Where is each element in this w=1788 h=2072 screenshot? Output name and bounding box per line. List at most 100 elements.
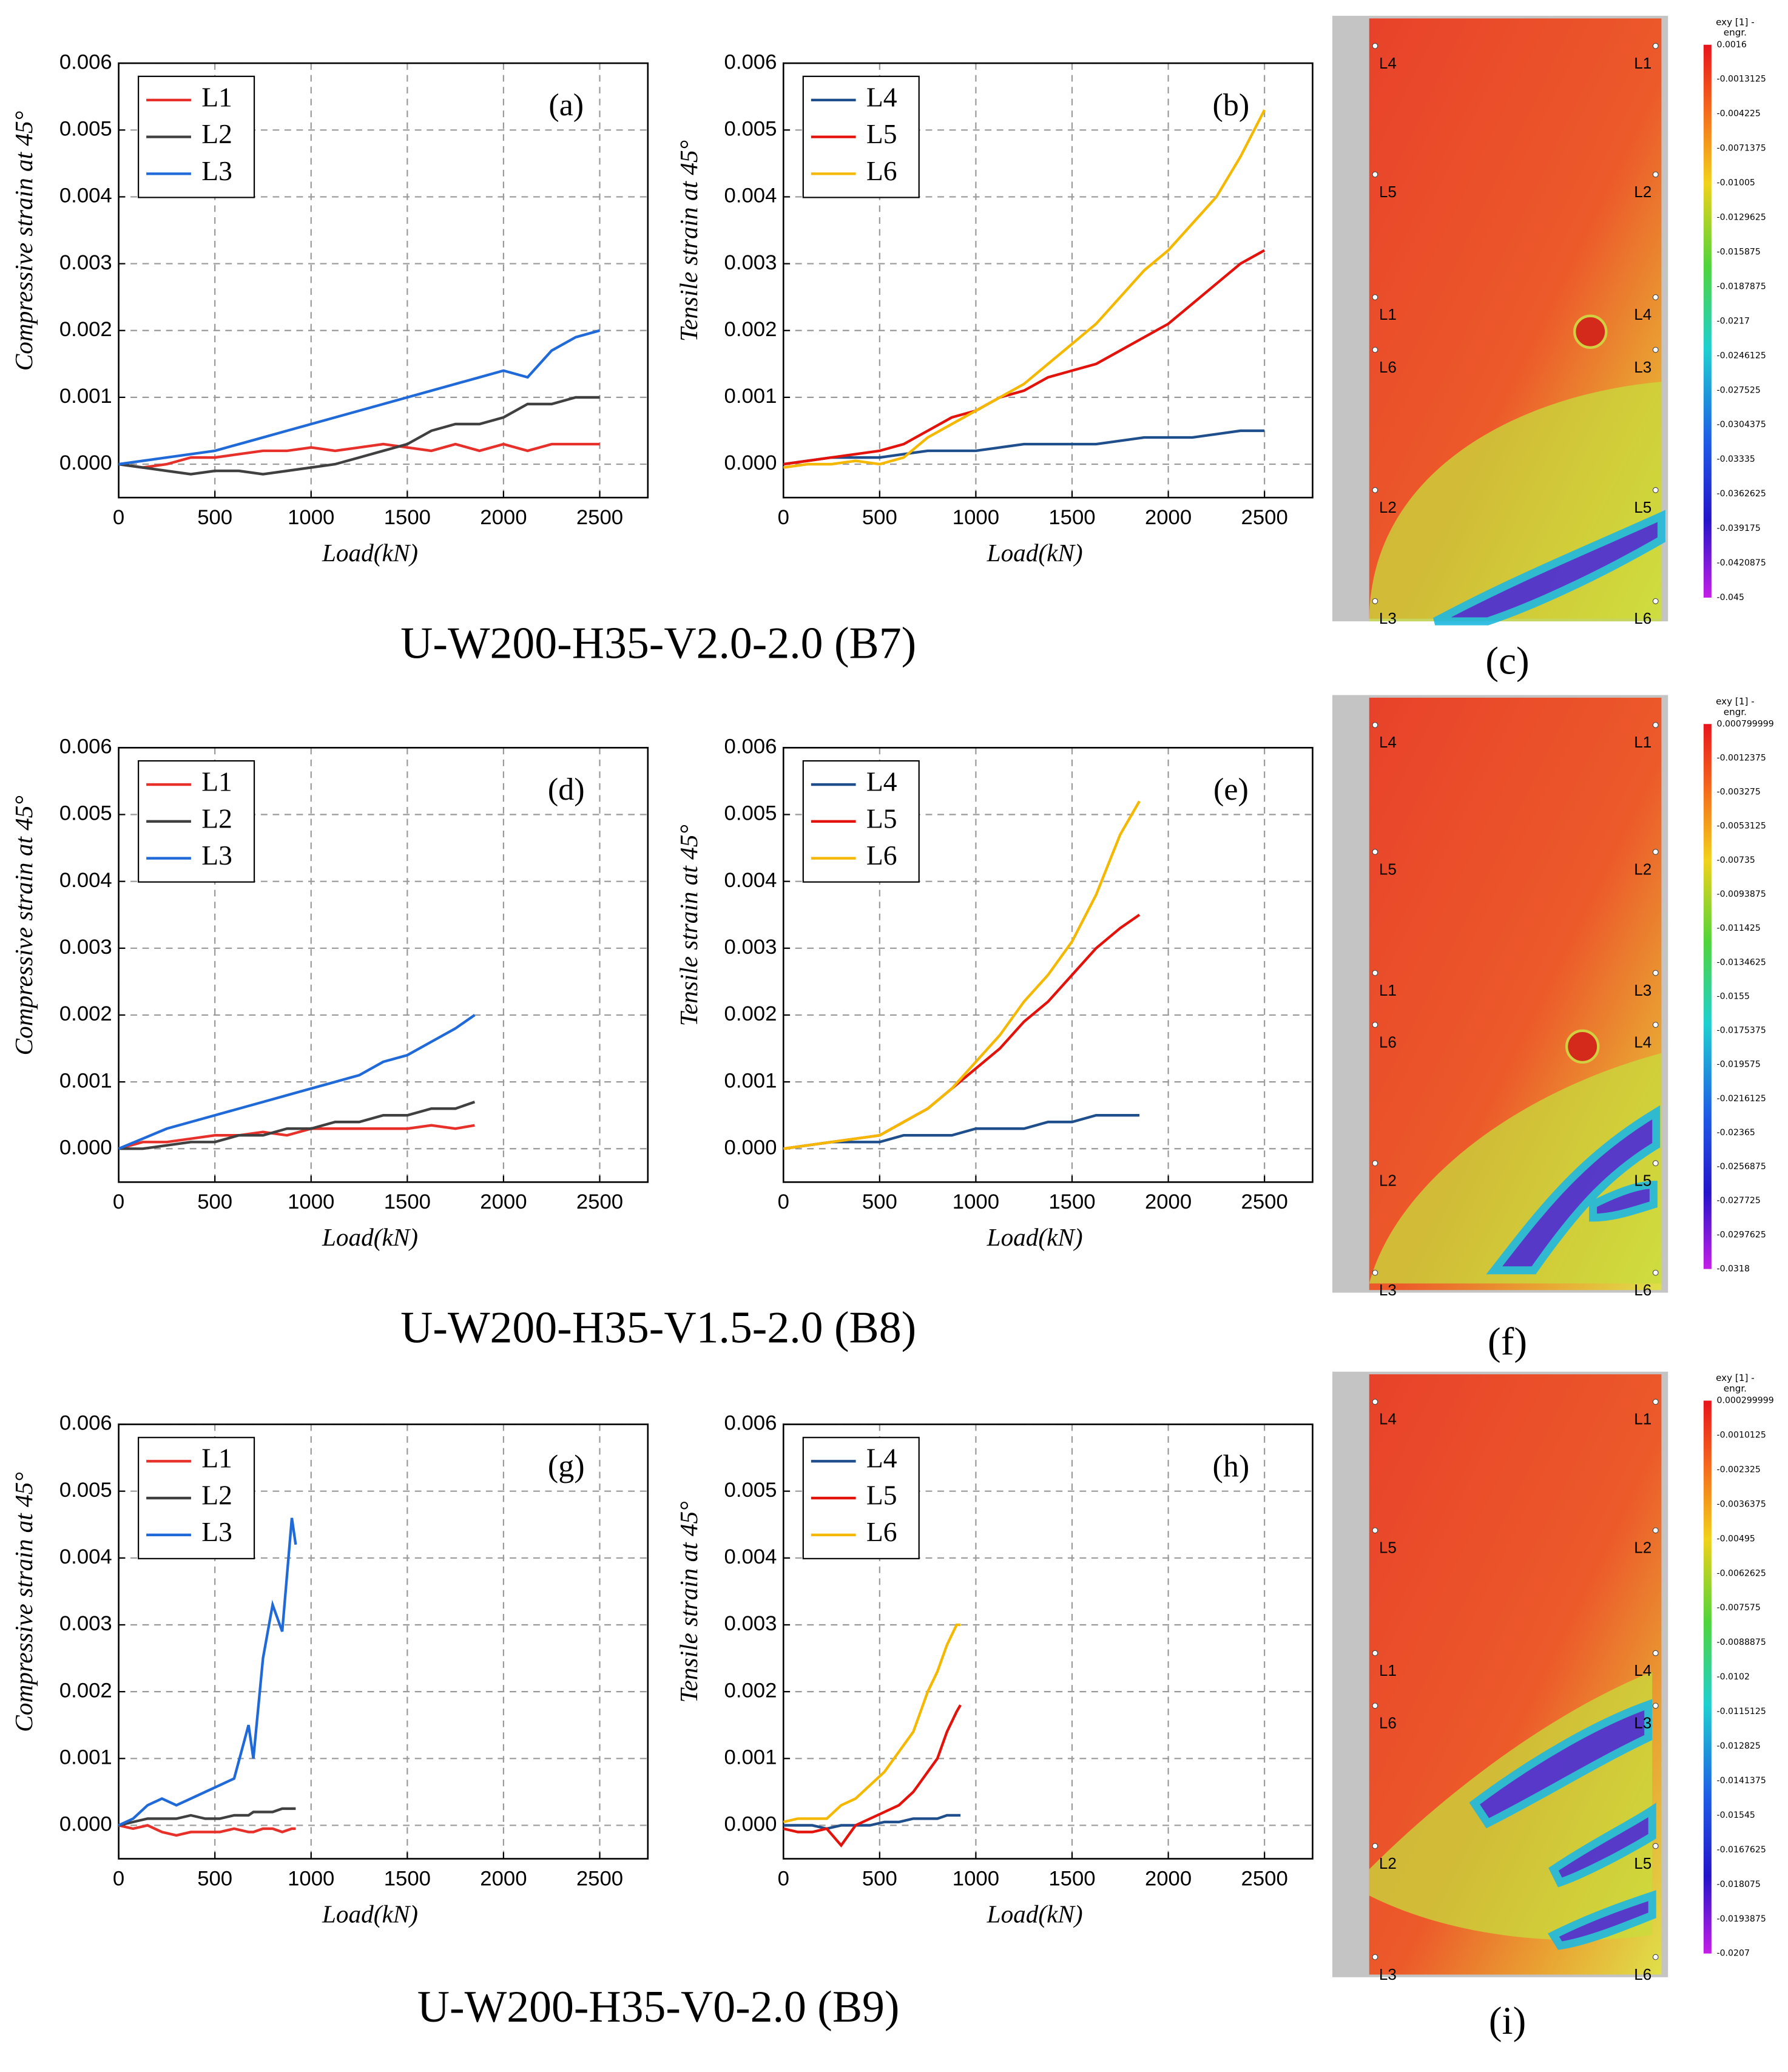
series-line [783,109,1266,469]
x-tick-label: 1500 [384,1190,431,1213]
x-tick-label: 1000 [953,1190,999,1213]
plot-frame [782,1423,1314,1860]
y-tick-label: 0.005 [59,117,112,140]
gauge-label: L2 [1634,183,1651,201]
y-tick-label: 0.000 [59,1136,112,1159]
gauge-label: L6 [1379,1033,1397,1051]
x-tick-label: 1500 [384,1867,431,1890]
colorbar-title: engr. [1724,706,1747,717]
legend-label: L5 [866,1479,897,1510]
legend-label: L6 [866,155,897,186]
gauge-label: L1 [1379,305,1397,323]
colorbar-tick-label: -0.0013125 [1717,75,1766,84]
y-tick-label: 0.002 [59,1002,112,1025]
colorbar-tick-label: -0.01005 [1717,178,1755,188]
y-tick-label: 0.004 [724,184,777,208]
colorbar-tick-label: 0.000799999 [1717,719,1774,729]
x-tick-label: 0 [778,506,789,529]
x-tick-label: 2500 [1241,506,1288,529]
x-tick-label: 500 [862,506,897,529]
panel-label: (d) [548,772,585,807]
x-axis-label: Load(kN) [322,539,418,567]
gauge-label: L4 [1634,305,1651,323]
legend-label: L3 [201,155,232,186]
gauge-label: L3 [1634,358,1651,376]
x-tick-label: 1000 [953,1867,999,1890]
gauge-label: L2 [1634,1539,1651,1557]
x-tick-label: 2500 [1241,1190,1288,1213]
y-tick-label: 0.001 [59,1069,112,1092]
y-tick-label: 0.001 [59,385,112,408]
gauge-point [1652,1160,1659,1167]
gauge-point [1652,722,1659,728]
x-tick-label: 2000 [1145,1190,1192,1213]
colorbar-tick-label: -0.012825 [1717,1741,1761,1751]
colorbar-title: engr. [1724,1383,1747,1394]
colorbar-tick-label: -0.0167625 [1717,1845,1766,1855]
y-tick-label: 0.004 [724,869,777,892]
gauge-point [1372,1702,1378,1709]
gauge-label: L2 [1634,860,1651,878]
gauge-label: L4 [1379,54,1397,72]
row-caption: U-W200-H35-V0-2.0 (B9) [417,1982,900,2031]
gauge-point [1652,1269,1659,1276]
colorbar-tick-label: -0.045 [1717,593,1744,602]
legend-label: L4 [866,1443,897,1474]
gauge-label: L1 [1379,981,1397,999]
crack-band [1486,1105,1661,1275]
panel-label: (a) [548,88,584,123]
colorbar-tick-label: -0.0175375 [1717,1026,1766,1036]
y-tick-label: 0.000 [724,1813,777,1836]
colorbar-tick-label: -0.0062625 [1717,1568,1766,1578]
x-tick-label: 1500 [1048,1190,1095,1213]
colorbar-tick-label: -0.0318 [1717,1264,1750,1274]
gauge-point [1652,346,1659,353]
void-marker [1573,314,1608,349]
y-tick-label: 0.001 [724,385,777,408]
gauge-point [1372,849,1378,855]
legend-label: L1 [201,81,232,112]
colorbar-tick-label: -0.0420875 [1717,558,1766,568]
y-tick-label: 0.004 [724,1545,777,1568]
y-tick-label: 0.005 [59,802,112,825]
gauge-point [1372,294,1378,300]
colorbar-tick-label: -0.02365 [1717,1128,1755,1138]
gauge-point [1652,849,1659,855]
y-axis-label: Compressive strain at 45° [10,111,38,371]
colorbar-tick-label: -0.007575 [1717,1603,1761,1613]
y-tick-label: 0.006 [59,735,112,758]
x-tick-label: 2500 [576,1867,623,1890]
colorbar-tick-label: -0.0088875 [1717,1638,1766,1647]
colorbar-tick-label: -0.015875 [1717,247,1761,257]
gauge-point [1652,1843,1659,1849]
gauge-label: L5 [1634,1854,1651,1872]
y-axis-label: Compressive strain at 45° [10,795,38,1055]
x-tick-label: 1500 [1048,506,1095,529]
x-tick-label: 0 [778,1867,789,1890]
gauge-label: L1 [1634,54,1651,72]
colorbar-tick-label: -0.0187875 [1717,282,1766,291]
colorbar-tick-label: -0.03335 [1717,454,1755,464]
legend-label: L3 [201,1516,232,1547]
gauge-point [1652,487,1659,493]
colorbar [1703,1400,1712,1954]
colorbar-tick-label: -0.00495 [1717,1534,1755,1544]
series-line [118,1807,296,1827]
x-tick-label: 500 [197,506,232,529]
y-tick-label: 0.002 [724,1679,777,1702]
series-line [118,1824,296,1837]
y-tick-label: 0.006 [724,1412,777,1435]
x-tick-label: 2000 [1145,1867,1192,1890]
series-line [783,249,1266,466]
panel-label: (b) [1213,88,1250,123]
legend-label: L6 [866,840,897,871]
colorbar-tick-label: -0.0216125 [1717,1094,1766,1104]
gauge-point [1372,598,1378,604]
colorbar-tick-label: -0.0102 [1717,1672,1750,1682]
y-tick-label: 0.000 [59,1813,112,1836]
panel-label: (f) [1488,1320,1527,1363]
y-tick-label: 0.000 [724,1136,777,1159]
crack-band [1433,510,1665,626]
y-tick-label: 0.000 [724,451,777,474]
